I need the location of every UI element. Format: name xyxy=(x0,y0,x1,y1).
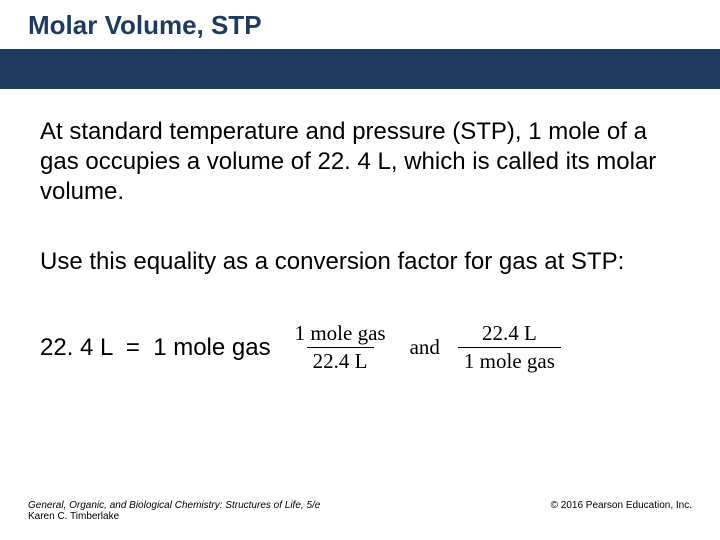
and-word: and xyxy=(410,335,440,360)
fraction-2-num: 22.4 L xyxy=(476,321,543,347)
equation-row: 22. 4 L = 1 mole gas 1 mole gas 22.4 L a… xyxy=(0,321,720,374)
body-content: At standard temperature and pressure (ST… xyxy=(0,117,720,277)
equation-lhs: 22. 4 L = 1 mole gas xyxy=(40,334,271,362)
footer-book: General, Organic, and Biological Chemist… xyxy=(28,500,320,511)
fraction-2-den: 1 mole gas xyxy=(458,347,561,374)
slide-title: Molar Volume, STP xyxy=(0,0,720,49)
fraction-1-den: 22.4 L xyxy=(307,347,374,374)
fraction-1-num: 1 mole gas xyxy=(289,321,392,347)
fraction-1: 1 mole gas 22.4 L xyxy=(289,321,392,374)
paragraph-1: At standard temperature and pressure (ST… xyxy=(40,117,680,207)
fraction-2: 22.4 L 1 mole gas xyxy=(458,321,561,374)
footer-author: Karen C. Timberlake xyxy=(28,511,320,522)
footer-copyright: © 2016 Pearson Education, Inc. xyxy=(551,500,692,522)
paragraph-2: Use this equality as a conversion factor… xyxy=(40,247,680,277)
title-bar xyxy=(0,49,720,89)
footer: General, Organic, and Biological Chemist… xyxy=(0,500,720,522)
footer-left: General, Organic, and Biological Chemist… xyxy=(28,500,320,522)
